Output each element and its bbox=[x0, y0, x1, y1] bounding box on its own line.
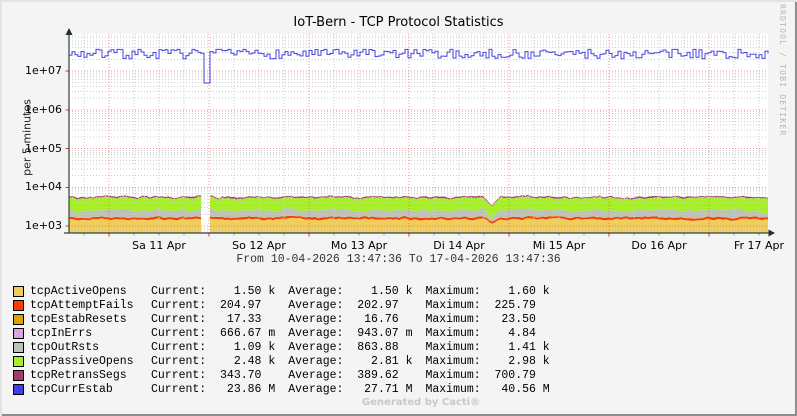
legend-row: tcpEstabResets Current: 17.33 Average: 16… bbox=[13, 312, 563, 326]
legend-average-value: 1.50 k bbox=[343, 284, 413, 298]
y-tick-label: 1e+05 bbox=[25, 141, 62, 155]
legend-maximum-label: Maximum: bbox=[425, 312, 481, 326]
legend-average-label: Average: bbox=[288, 312, 344, 326]
x-tick-label: So 12 Apr bbox=[232, 239, 286, 252]
legend-current-value: 2.48 k bbox=[206, 354, 276, 368]
legend-current-label: Current: bbox=[151, 298, 207, 312]
legend-average-label: Average: bbox=[288, 340, 344, 354]
legend-series-name: tcpRetransSegs bbox=[30, 368, 127, 382]
legend-swatch bbox=[13, 369, 24, 381]
legend-maximum-label: Maximum: bbox=[425, 298, 481, 312]
legend-average-value: 389.62 bbox=[343, 368, 413, 382]
y-axis-arrow bbox=[65, 28, 73, 35]
graph-title: IoT-Bern - TCP Protocol Statistics bbox=[293, 15, 504, 30]
legend-row: tcpActiveOpens Current: 1.50 k Average: 1.… bbox=[13, 284, 563, 298]
legend-current-label: Current: bbox=[151, 382, 207, 396]
grid bbox=[65, 34, 768, 237]
legend-maximum-label: Maximum: bbox=[425, 354, 481, 368]
legend-current-value: 1.09 k bbox=[206, 340, 276, 354]
legend-series-name: tcpActiveOpens bbox=[30, 284, 127, 298]
legend-swatch bbox=[13, 355, 24, 367]
legend-average-label: Average: bbox=[288, 368, 344, 382]
x-tick-label: Di 14 Apr bbox=[433, 239, 485, 252]
legend-current-label: Current: bbox=[151, 326, 207, 340]
legend-swatch bbox=[13, 285, 24, 297]
y-tick-label: 1e+03 bbox=[25, 219, 62, 233]
legend-swatch bbox=[13, 327, 24, 339]
legend-average-value: 863.88 bbox=[343, 340, 413, 354]
legend-series-name: tcpInErrs bbox=[30, 326, 93, 340]
x-tick-label: Mo 13 Apr bbox=[330, 239, 388, 252]
legend: tcpActiveOpens Current: 1.50 k Average: 1.… bbox=[13, 284, 563, 396]
legend-row: tcpPassiveOpens Current: 2.48 k Average: 2… bbox=[13, 354, 563, 368]
area-tcpPassiveOpens bbox=[69, 195, 768, 220]
legend-maximum-value: 700.79 bbox=[480, 368, 550, 382]
legend-average-value: 16.76 bbox=[343, 312, 413, 326]
legend-swatch bbox=[13, 313, 24, 325]
legend-maximum-value: 1.60 k bbox=[480, 284, 550, 298]
area-tcpActiveOpens bbox=[69, 217, 768, 233]
legend-current-value: 23.86 M bbox=[206, 382, 276, 396]
legend-current-label: Current: bbox=[151, 284, 207, 298]
legend-average-label: Average: bbox=[288, 354, 344, 368]
legend-current-value: 17.33 bbox=[206, 312, 276, 326]
legend-average-label: Average: bbox=[288, 326, 344, 340]
area-tcpOutRsts bbox=[69, 207, 768, 222]
legend-average-label: Average: bbox=[288, 298, 344, 312]
legend-current-value: 666.67 m bbox=[206, 326, 276, 340]
legend-swatch bbox=[13, 341, 24, 353]
legend-maximum-label: Maximum: bbox=[425, 284, 481, 298]
legend-average-label: Average: bbox=[288, 382, 344, 396]
legend-current-label: Current: bbox=[151, 312, 207, 326]
x-tick-label: Fr 17 Apr bbox=[733, 239, 785, 252]
legend-row: tcpInErrs Current: 666.67 m Average: 943.0… bbox=[13, 326, 563, 340]
legend-maximum-value: 4.84 bbox=[480, 326, 550, 340]
legend-current-label: Current: bbox=[151, 340, 207, 354]
x-tick-label: Sa 11 Apr bbox=[132, 239, 186, 252]
legend-current-value: 204.97 bbox=[206, 298, 276, 312]
x-axis-arrow bbox=[768, 229, 775, 237]
legend-row: tcpCurrEstab Current: 23.86 M Average: 27.… bbox=[13, 382, 563, 396]
legend-series-name: tcpPassiveOpens bbox=[30, 354, 134, 368]
y-tick-label: 1e+07 bbox=[25, 64, 62, 77]
legend-current-value: 343.70 bbox=[206, 368, 276, 382]
time-range-label: From 10-04-2026 13:47:36 To 17-04-2026 1… bbox=[236, 253, 561, 266]
legend-maximum-label: Maximum: bbox=[425, 382, 481, 396]
legend-maximum-value: 1.41 k bbox=[480, 340, 550, 354]
legend-series-name: tcpCurrEstab bbox=[30, 382, 113, 396]
y-tick-label: 1e+04 bbox=[25, 180, 62, 194]
legend-swatch bbox=[13, 299, 24, 311]
cacti-watermark: Generated by Cacti® bbox=[361, 397, 481, 408]
legend-swatch bbox=[13, 383, 24, 395]
line-tcpCurrEstab bbox=[69, 48, 769, 84]
x-tick-label: Mi 15 Apr bbox=[532, 239, 586, 252]
legend-row: tcpOutRsts Current: 1.09 k Average: 863.88… bbox=[13, 340, 563, 354]
legend-maximum-value: 225.79 bbox=[480, 298, 550, 312]
legend-average-value: 943.07 m bbox=[343, 326, 413, 340]
rrdtool-watermark: RRDTOOL / TOBI OETIKER bbox=[778, 4, 787, 137]
legend-series-name: tcpEstabResets bbox=[30, 312, 127, 326]
legend-current-value: 1.50 k bbox=[206, 284, 276, 298]
legend-maximum-value: 23.50 bbox=[480, 312, 550, 326]
legend-maximum-value: 40.56 M bbox=[480, 382, 550, 396]
legend-average-value: 27.71 M bbox=[343, 382, 413, 396]
area-tcpAttemptFails bbox=[69, 215, 768, 224]
legend-average-label: Average: bbox=[288, 284, 344, 298]
legend-maximum-label: Maximum: bbox=[425, 326, 481, 340]
legend-maximum-value: 2.98 k bbox=[480, 354, 550, 368]
legend-series-name: tcpAttemptFails bbox=[30, 298, 134, 312]
legend-row: tcpAttemptFails Current: 204.97 Average: … bbox=[13, 298, 563, 312]
legend-average-value: 202.97 bbox=[343, 298, 413, 312]
legend-average-value: 2.81 k bbox=[343, 354, 413, 368]
legend-current-label: Current: bbox=[151, 354, 207, 368]
y-tick-label: 1e+06 bbox=[25, 102, 62, 116]
x-tick-label: Do 16 Apr bbox=[631, 239, 687, 252]
legend-maximum-label: Maximum: bbox=[425, 368, 481, 382]
legend-current-label: Current: bbox=[151, 368, 207, 382]
legend-row: tcpRetransSegs Current: 343.70 Average: 3… bbox=[13, 368, 563, 382]
legend-series-name: tcpOutRsts bbox=[30, 340, 100, 354]
legend-maximum-label: Maximum: bbox=[425, 340, 481, 354]
